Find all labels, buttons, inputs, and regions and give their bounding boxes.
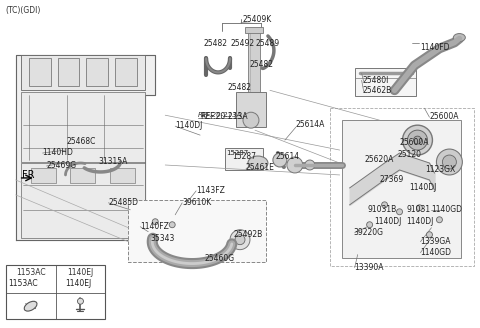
Text: 1143FZ: 1143FZ xyxy=(196,186,225,195)
Text: 39220G: 39220G xyxy=(354,228,384,237)
Bar xyxy=(342,120,461,257)
Ellipse shape xyxy=(443,155,456,169)
Ellipse shape xyxy=(287,157,303,173)
Bar xyxy=(236,92,266,127)
Text: 13390A: 13390A xyxy=(355,263,384,272)
Ellipse shape xyxy=(367,222,372,228)
Text: 1140DJ: 1140DJ xyxy=(374,217,402,226)
Ellipse shape xyxy=(436,217,443,223)
Text: 1140HD: 1140HD xyxy=(43,148,73,157)
Text: 1339GA: 1339GA xyxy=(420,237,451,246)
Text: 25600A: 25600A xyxy=(430,112,459,121)
Bar xyxy=(128,200,266,262)
Bar xyxy=(58,58,80,86)
Text: 25120: 25120 xyxy=(397,150,421,159)
Text: 25485D: 25485D xyxy=(108,198,138,207)
Polygon shape xyxy=(16,55,155,240)
Bar xyxy=(21,92,145,162)
Ellipse shape xyxy=(403,125,432,155)
Text: REF.20-213A: REF.20-213A xyxy=(198,112,242,118)
Bar xyxy=(110,168,135,183)
Ellipse shape xyxy=(382,202,387,208)
Text: 91031: 91031 xyxy=(407,205,431,214)
Bar xyxy=(248,31,260,92)
Text: 1123GX: 1123GX xyxy=(425,165,456,174)
Bar xyxy=(31,168,56,183)
Ellipse shape xyxy=(408,130,428,150)
Text: 1140DJ: 1140DJ xyxy=(175,121,203,130)
Text: 15287: 15287 xyxy=(232,152,256,161)
Ellipse shape xyxy=(248,156,268,170)
Text: 1140EJ: 1140EJ xyxy=(65,278,92,288)
Text: 25600A: 25600A xyxy=(399,138,429,147)
Bar xyxy=(21,163,145,238)
Text: 25469G: 25469G xyxy=(47,161,77,170)
Text: 25461E: 25461E xyxy=(246,163,275,172)
Text: 39610K: 39610K xyxy=(182,198,211,207)
Text: REF.20-213A: REF.20-213A xyxy=(200,112,248,121)
Text: 1140DJ: 1140DJ xyxy=(409,183,437,192)
Text: FR: FR xyxy=(23,170,35,180)
Text: 25482: 25482 xyxy=(228,83,252,92)
Text: 15287: 15287 xyxy=(226,150,248,156)
Text: 91031B: 91031B xyxy=(368,205,397,214)
Ellipse shape xyxy=(273,153,287,167)
Ellipse shape xyxy=(426,232,432,238)
Text: 25480I: 25480I xyxy=(363,76,389,85)
Ellipse shape xyxy=(396,209,403,215)
Bar xyxy=(86,58,108,86)
Text: 25482: 25482 xyxy=(203,38,227,48)
Bar xyxy=(355,69,417,96)
Text: 1140GD: 1140GD xyxy=(432,205,462,214)
Ellipse shape xyxy=(77,298,84,304)
Text: 25489: 25489 xyxy=(256,38,280,48)
Text: 27369: 27369 xyxy=(380,175,404,184)
Ellipse shape xyxy=(454,33,465,42)
Text: 25409K: 25409K xyxy=(242,15,272,24)
Ellipse shape xyxy=(417,205,422,211)
Text: 1153AC: 1153AC xyxy=(8,278,37,288)
Text: 25620A: 25620A xyxy=(365,155,394,164)
Text: 1140GD: 1140GD xyxy=(420,248,452,256)
Text: 1153AC: 1153AC xyxy=(16,268,46,277)
Text: 25614A: 25614A xyxy=(296,120,325,129)
Ellipse shape xyxy=(152,219,158,225)
Text: 25468C: 25468C xyxy=(67,137,96,146)
Bar xyxy=(245,27,263,32)
Text: 35343: 35343 xyxy=(150,234,175,243)
Text: (TC)(GDI): (TC)(GDI) xyxy=(6,6,41,15)
Text: 25614: 25614 xyxy=(276,152,300,161)
Ellipse shape xyxy=(413,136,421,144)
Bar xyxy=(330,108,474,266)
Text: 25492: 25492 xyxy=(231,38,255,48)
Text: 25460G: 25460G xyxy=(204,254,234,263)
Text: 25482: 25482 xyxy=(250,60,274,70)
Bar xyxy=(21,55,145,90)
Text: 1140FZ: 1140FZ xyxy=(140,222,169,231)
Text: 31315A: 31315A xyxy=(98,157,128,166)
Bar xyxy=(29,58,50,86)
Bar xyxy=(71,168,96,183)
Ellipse shape xyxy=(243,112,259,128)
Text: 25492B: 25492B xyxy=(233,230,262,239)
Ellipse shape xyxy=(24,301,37,311)
Bar xyxy=(115,58,137,86)
Text: 1140DJ: 1140DJ xyxy=(407,217,434,226)
Text: 1140EJ: 1140EJ xyxy=(67,268,94,277)
Ellipse shape xyxy=(235,235,245,245)
Bar xyxy=(225,148,263,170)
Ellipse shape xyxy=(436,149,462,175)
Ellipse shape xyxy=(305,160,315,170)
Text: 1140FD: 1140FD xyxy=(420,43,450,51)
Ellipse shape xyxy=(169,222,175,228)
Bar xyxy=(6,265,106,319)
Ellipse shape xyxy=(230,230,250,250)
Text: 25462B: 25462B xyxy=(363,86,392,95)
